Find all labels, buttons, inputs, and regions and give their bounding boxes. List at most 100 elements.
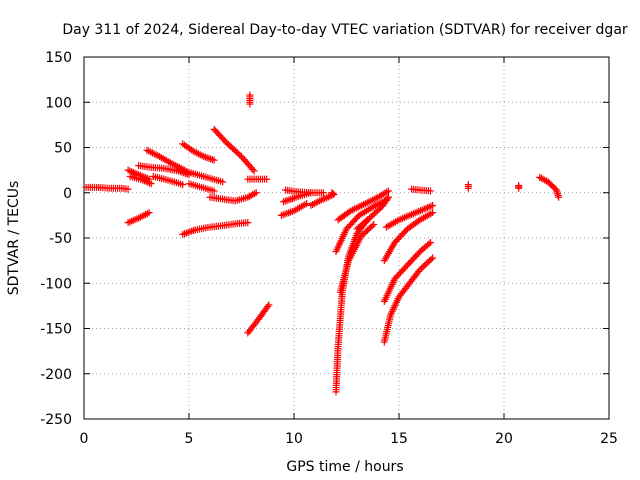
y-tick-label: -50 [49, 231, 72, 247]
data-point [427, 202, 435, 210]
data-point [264, 303, 272, 311]
data-point [249, 165, 257, 173]
data-point [424, 258, 432, 266]
series-arc-33 [515, 182, 523, 192]
y-axis-label: SDTVAR / TECUs [6, 181, 22, 296]
series-arc-07 [149, 172, 187, 189]
data-point [373, 207, 381, 215]
y-tick-label: -100 [40, 276, 72, 292]
series-arc-32 [464, 181, 472, 192]
series-arc-01 [82, 183, 132, 193]
data-point [330, 191, 338, 199]
data-point [424, 204, 432, 212]
series-arc-11 [185, 180, 218, 195]
y-tick-label: 100 [45, 95, 72, 111]
data-point [370, 220, 378, 228]
series-arc-15 [246, 91, 254, 108]
series-arc-25 [334, 187, 392, 224]
data-point [362, 228, 370, 236]
data-point [140, 177, 148, 185]
data-point [146, 179, 154, 187]
data-point [369, 211, 377, 219]
y-tick-label: -200 [40, 367, 72, 383]
data-point [263, 175, 271, 183]
data-point [375, 205, 383, 213]
data-point [422, 204, 430, 212]
data-point [367, 213, 375, 221]
data-point [385, 193, 392, 201]
data-point [429, 254, 437, 262]
axes-layer [83, 56, 610, 420]
series-arc-29 [380, 209, 437, 265]
data-point [420, 205, 428, 213]
series-arc-20 [307, 191, 336, 209]
data-point [145, 209, 153, 217]
data-point [427, 239, 434, 247]
series-arc-19 [282, 186, 327, 197]
data-point [210, 187, 218, 195]
data-point [416, 266, 424, 274]
data-point [425, 203, 433, 211]
x-tick-label: 0 [80, 431, 89, 447]
data-point [244, 219, 252, 227]
data-point [425, 257, 433, 265]
data-point [147, 180, 155, 188]
data-point [250, 167, 258, 175]
data-point [370, 210, 378, 218]
series-arc-34 [536, 173, 563, 201]
data-point [368, 222, 376, 230]
data-points-layer [82, 91, 563, 396]
series-arc-13 [210, 125, 258, 175]
y-tick-label: -150 [40, 322, 72, 338]
data-point [265, 301, 273, 309]
data-point [429, 209, 437, 217]
data-point [372, 208, 380, 216]
x-tick-label: 5 [185, 431, 194, 447]
data-point [515, 184, 523, 192]
x-tick-label: 20 [495, 431, 513, 447]
data-point [422, 260, 430, 268]
data-point [179, 181, 187, 189]
series-arc-05 [135, 162, 193, 179]
y-tick-label: -250 [40, 412, 72, 428]
data-point [555, 193, 563, 201]
data-point [364, 226, 371, 234]
data-point [210, 156, 218, 164]
series-arc-03 [126, 172, 155, 188]
series-arc-16 [244, 301, 273, 337]
series-arc-09 [179, 219, 252, 238]
x-axis-label: GPS time / hours [286, 459, 403, 475]
series-arc-31 [408, 185, 434, 195]
series-arc-26 [353, 193, 392, 233]
series-arc-08 [179, 140, 218, 164]
series-arc-28 [380, 239, 434, 305]
series-arc-21 [328, 189, 338, 199]
data-point [142, 178, 150, 186]
series-arc-27 [380, 254, 437, 346]
data-point [419, 263, 427, 271]
data-point [383, 195, 391, 203]
x-tick-label: 10 [285, 431, 303, 447]
data-point [365, 225, 373, 233]
data-point [464, 184, 472, 192]
tick-labels-layer: 0 5 10 15 20 25 150 100 50 0 -50 -100 -150 -200 -250 [40, 50, 618, 447]
data-point [429, 201, 437, 209]
data-point [329, 190, 337, 198]
data-point [427, 255, 435, 263]
x-tick-label: 15 [390, 431, 408, 447]
series-arc-30 [382, 201, 437, 231]
series-arc-14 [244, 175, 271, 183]
data-point [357, 232, 365, 240]
data-point [367, 223, 375, 231]
data-point [319, 189, 327, 197]
data-point [144, 178, 152, 186]
series-arc-12 [206, 189, 260, 205]
series-arc-17 [277, 200, 311, 219]
y-tick-label: 150 [45, 50, 72, 66]
data-point [385, 187, 392, 195]
series-arc-24 [332, 196, 390, 256]
chart-title: Day 311 of 2024, Sidereal Day-to-day VTE… [62, 22, 628, 38]
y-tick-label: 50 [54, 141, 72, 157]
